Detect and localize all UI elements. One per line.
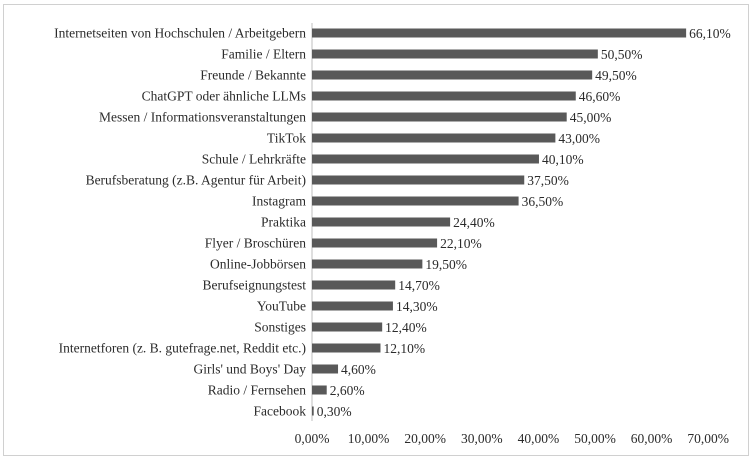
bar	[312, 112, 567, 122]
data-label: 46,60%	[579, 89, 621, 104]
data-label: 45,00%	[570, 110, 612, 125]
data-label: 19,50%	[425, 257, 467, 272]
x-tick-label: 60,00%	[631, 431, 673, 446]
category-label: Berufseignungstest	[203, 278, 307, 293]
x-tick-label: 30,00%	[461, 431, 503, 446]
category-label: Berufsberatung (z.B. Agentur für Arbeit)	[86, 173, 306, 188]
bar	[312, 133, 556, 143]
bar	[312, 70, 593, 80]
category-label: Messen / Informationsveranstaltungen	[99, 110, 306, 125]
x-tick-label: 70,00%	[687, 431, 729, 446]
data-label: 43,00%	[558, 131, 600, 146]
category-label: ChatGPT oder ähnliche LLMs	[142, 89, 306, 104]
bar	[312, 385, 327, 395]
bar	[312, 175, 525, 185]
category-label: Girls' und Boys' Day	[194, 362, 307, 377]
data-label: 36,50%	[522, 194, 564, 209]
bar	[312, 322, 383, 332]
category-label: Familie / Eltern	[221, 47, 306, 62]
data-label: 66,10%	[689, 26, 731, 41]
bar	[312, 406, 314, 416]
bar	[312, 217, 451, 227]
data-label: 12,40%	[385, 320, 427, 335]
category-label: Schule / Lehrkräfte	[202, 152, 306, 167]
data-label: 40,10%	[542, 152, 584, 167]
x-tick-label: 10,00%	[348, 431, 390, 446]
bar	[312, 343, 381, 353]
data-label: 14,30%	[396, 299, 438, 314]
category-label: Internetseiten von Hochschulen / Arbeitg…	[54, 26, 306, 41]
category-label: Sonstiges	[254, 320, 306, 335]
x-tick-label: 50,00%	[574, 431, 616, 446]
bar	[312, 196, 519, 206]
bar	[312, 364, 339, 374]
data-label: 14,70%	[398, 278, 440, 293]
category-label: Internetforen (z. B. gutefrage.net, Redd…	[59, 341, 306, 356]
data-label: 49,50%	[595, 68, 637, 83]
bar	[312, 238, 438, 248]
category-label: Praktika	[261, 215, 306, 230]
data-label: 50,50%	[601, 47, 643, 62]
category-label: TikTok	[267, 131, 306, 146]
x-tick-label: 40,00%	[518, 431, 560, 446]
bar	[312, 301, 393, 311]
data-label: 37,50%	[527, 173, 569, 188]
category-label: Facebook	[254, 404, 307, 419]
x-tick-label: 0,00%	[295, 431, 330, 446]
category-label: Flyer / Broschüren	[205, 236, 306, 251]
category-label: Freunde / Bekannte	[200, 68, 306, 83]
data-label: 2,60%	[330, 383, 365, 398]
bar	[312, 259, 423, 269]
category-label: Online-Jobbörsen	[210, 257, 306, 272]
category-label: YouTube	[257, 299, 306, 314]
category-label: Instagram	[252, 194, 306, 209]
bar	[312, 28, 687, 38]
data-label: 4,60%	[341, 362, 376, 377]
data-label: 0,30%	[317, 404, 352, 419]
data-label: 12,10%	[383, 341, 425, 356]
bar	[312, 91, 576, 101]
bar	[312, 154, 539, 164]
bar	[312, 49, 598, 59]
category-label: Radio / Fernsehen	[208, 383, 306, 398]
data-label: 22,10%	[440, 236, 482, 251]
bar	[312, 280, 396, 290]
x-tick-label: 20,00%	[404, 431, 446, 446]
data-label: 24,40%	[453, 215, 495, 230]
